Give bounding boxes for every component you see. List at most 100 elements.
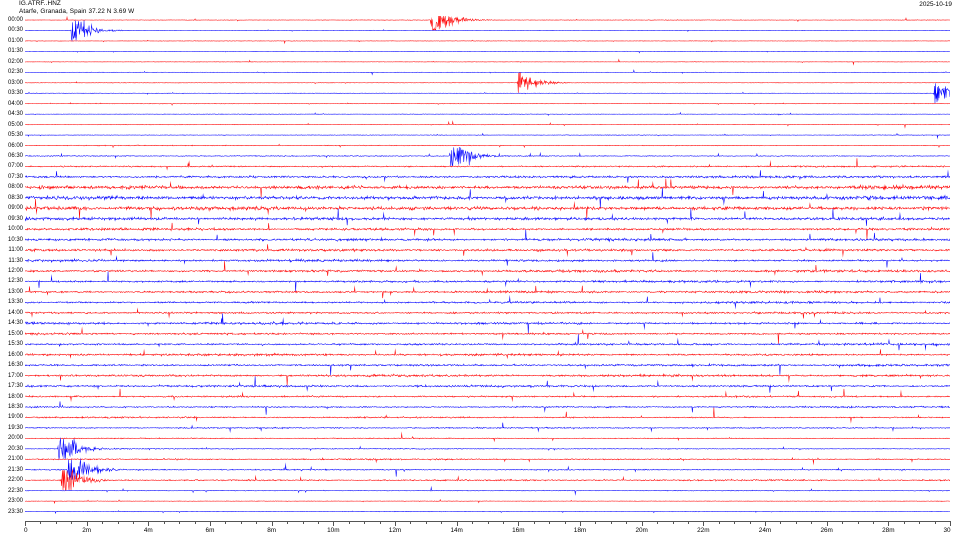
time-label: 04:00 [7,100,23,107]
time-label: 09:30 [7,215,23,222]
time-label: 07:00 [7,163,23,170]
x-tick-major [210,521,211,526]
time-label: 04:30 [7,111,23,118]
x-tick-minor [256,521,258,524]
station-code: IG.ATRF..HNZ [19,0,61,7]
helicorder-plot [25,16,950,518]
x-tick-major [395,521,396,526]
x-tick-minor [240,521,242,524]
x-tick-major [456,521,458,526]
x-tick-major [950,521,951,526]
time-label: 14:00 [7,309,23,316]
time-label: 07:30 [7,173,23,180]
time-axis-labels: 00:00 00:30 01:00 01:30 02:00 02:30 03:00 03:30… [0,16,25,518]
x-tick-minor [317,521,319,524]
x-tick-minor [55,521,57,524]
time-label: 11:30 [8,257,23,264]
x-axis-label: 18m [573,527,587,534]
x-tick-minor [132,521,134,524]
time-label: 12:00 [7,268,23,275]
time-label: 18:30 [7,403,23,410]
time-label: 10:00 [7,226,23,233]
x-tick-major [580,521,581,526]
time-label: 21:30 [7,466,23,473]
time-label: 19:30 [7,424,23,431]
x-tick-minor [687,521,689,524]
time-label: 16:00 [7,351,23,358]
x-tick-minor [194,521,196,524]
x-tick-minor [672,521,674,524]
x-tick-minor [179,521,181,524]
time-label: 08:00 [7,184,23,191]
x-axis-label: 20m [635,527,648,534]
x-tick-minor [857,521,859,524]
time-label: 12:30 [7,278,23,285]
x-tick-minor [657,521,659,524]
x-tick-minor [364,521,366,524]
x-axis-label: 30 [943,527,951,534]
x-tick-minor [163,521,165,524]
x-axis-label: 24m [758,527,772,534]
time-label: 03:30 [7,90,23,97]
time-label: 01:00 [7,37,23,44]
time-label: 06:30 [7,152,23,159]
x-axis-label: 10m [327,527,340,534]
x-tick-minor [379,521,381,524]
x-tick-minor [302,521,304,524]
x-axis-label: 0 [24,527,28,534]
x-tick-minor [502,521,504,524]
time-label: 21:00 [7,456,23,463]
x-tick-minor [842,521,844,524]
header-left: IG.ATRF..HNZ Atarfe, Granada, Spain 37.2… [19,0,134,15]
x-axis-label: 6m [205,527,215,534]
x-tick-minor [348,521,350,524]
station-location: Atarfe, Granada, Spain 37.22 N 3.69 W [19,7,135,15]
x-tick-major [826,521,828,526]
time-label: 15:30 [7,341,23,348]
time-label: 15:00 [7,330,23,337]
time-label: 01:30 [7,48,23,55]
time-label: 16:30 [7,362,23,369]
time-label: 23:00 [7,498,23,505]
x-tick-minor [410,521,412,524]
time-label: 14:30 [7,320,23,327]
time-label: 08:30 [7,194,23,201]
seismic-traces-canvas [25,16,950,518]
x-tick-major [888,521,890,526]
time-label: 00:30 [7,27,23,34]
x-tick-minor [71,521,73,524]
x-tick-minor [780,521,782,524]
time-label: 05:00 [7,121,23,128]
x-tick-major [703,521,705,526]
time-label: 06:00 [7,142,23,149]
x-tick-major [333,521,335,526]
x-tick-minor [40,521,42,524]
time-label: 22:00 [7,477,23,484]
x-tick-minor [533,521,535,524]
time-label: 03:00 [7,79,23,86]
time-label: 13:00 [7,288,23,295]
x-tick-major [271,521,273,526]
time-label: 20:30 [7,445,23,452]
time-label: 02:30 [7,69,23,76]
x-tick-minor [472,521,474,524]
x-tick-minor [749,521,751,524]
x-tick-minor [903,521,905,524]
x-axis-label: 4m [143,527,153,534]
time-label: 23:30 [7,508,23,515]
time-label: 05:30 [7,132,23,139]
x-axis-label: 28m [882,527,895,534]
x-tick-minor [287,521,289,524]
x-tick-minor [225,521,227,524]
time-label: 02:00 [7,58,23,65]
x-tick-major [641,521,643,526]
x-tick-major [148,521,150,526]
x-tick-minor [610,521,612,524]
x-tick-major [86,521,88,526]
time-label: 22:30 [7,487,23,494]
x-axis-label: 22m [697,527,710,534]
x-tick-minor [564,521,566,524]
x-axis: 0 2m 4m 6m 8m 10m 12m 14m 16m 18m 20m 22m 24m 26m 28m 3… [24,521,951,540]
x-tick-minor [441,521,443,524]
